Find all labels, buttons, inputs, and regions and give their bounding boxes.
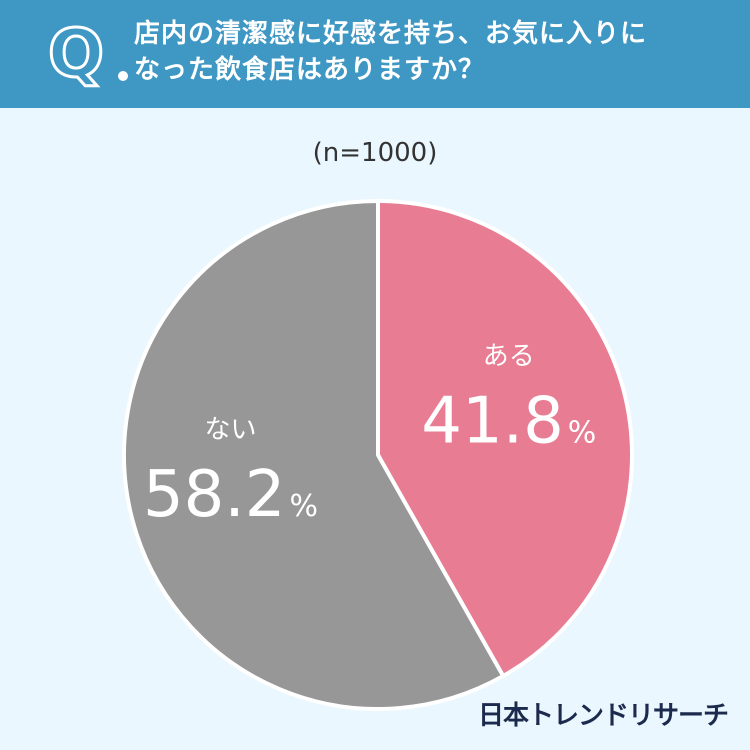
question-header: Q 店内の清潔感に好感を持ち、お気に入りに なった飲食店はありますか？ [0, 0, 750, 108]
brand-logo: 日本トレンドリサーチ [477, 701, 729, 731]
question-line-2: なった飲食店はありますか？ [134, 55, 486, 85]
pie-slice-no [122, 199, 506, 711]
slice-value-label: 58.2% [143, 458, 318, 532]
slice-value-label: 41.8% [421, 385, 596, 459]
slice-category-label: ない [204, 415, 256, 445]
slice-category-label: ある [483, 342, 535, 372]
question-text: 店内の清潔感に好感を持ち、お気に入りに なった飲食店はありますか？ [134, 16, 734, 88]
question-line-1: 店内の清潔感に好感を持ち、お気に入りに [134, 19, 648, 49]
q-icon: Q [47, 14, 128, 92]
sample-size-label: (n=1000) [312, 138, 438, 168]
pie-slice-yes [376, 199, 634, 679]
svg-text:Q: Q [48, 15, 104, 92]
